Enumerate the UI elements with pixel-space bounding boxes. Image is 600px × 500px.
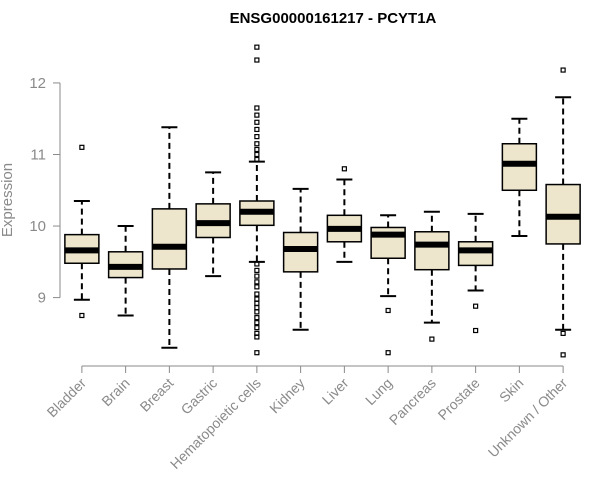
box-group [107,225,144,317]
x-tick-label: Brain [98,375,132,409]
outlier-point [254,334,260,340]
outlier-point [254,112,260,118]
outlier-point [254,305,260,311]
outlier-point [254,291,260,297]
outlier-point [254,146,260,153]
x-tick-label: Gastric [178,375,221,418]
x-tick-label: Breast [137,375,177,415]
outlier-point [254,119,260,125]
box-group [501,117,538,238]
plot-area [64,44,581,358]
outlier-point [429,336,435,342]
iqr-box [282,231,319,273]
outlier-point [79,144,85,150]
outlier-point [254,296,260,302]
outlier-point [254,156,260,163]
outlier-point [254,309,260,315]
box-group [545,67,581,358]
outlier-point [254,57,260,63]
outlier-point [254,134,260,140]
iqr-box [457,241,494,267]
x-tick-label: Liver [319,375,352,408]
outlier-point [473,303,479,309]
box-group [326,166,363,263]
box-group [370,214,406,356]
outlier-point [254,279,260,285]
y-axis-label: Expression [0,163,16,237]
outlier-point [254,350,260,356]
y-tick-label: 11 [30,146,46,163]
outlier-point [385,350,391,356]
x-tick-label: Prostate [435,375,483,423]
outlier-point [254,320,260,326]
x-tick-label: Lung [362,375,395,408]
outlier-point [254,151,260,158]
iqr-box [151,208,188,270]
outlier-point [560,67,566,73]
iqr-box [414,231,450,271]
outlier-point [254,105,260,111]
box-group [239,44,275,356]
x-tick-label: Bladder [44,375,90,421]
box-group [195,171,231,278]
box-group [64,144,100,319]
iqr-box [501,143,538,192]
outlier-point [560,352,566,358]
box-group [151,126,188,349]
outlier-point [254,300,260,306]
outlier-point [254,44,260,50]
outlier-point [560,330,566,336]
box-group [457,212,494,334]
y-axis: 9 10 11 12 [29,75,61,307]
x-tick-label: Pancreas [386,375,439,428]
x-tick-label: Unknown / Other [485,375,571,461]
box-group [414,210,450,342]
x-tick-label: Skin [496,375,527,406]
outlier-point [254,284,260,290]
outlier-point [254,273,260,279]
outlier-point [79,312,85,319]
y-tick-label: 10 [29,218,46,235]
y-tick-label: 12 [29,75,46,92]
outlier-point [254,126,260,133]
outlier-point [341,166,347,172]
outlier-point [473,327,479,334]
y-tick-label: 9 [38,290,46,307]
outlier-point [254,315,260,321]
outlier-point [385,307,391,314]
x-tick-label: Kidney [266,375,308,417]
outlier-point [254,261,260,267]
outlier-point [254,141,260,147]
outlier-point [254,267,260,274]
outlier-point [254,325,260,331]
chart-title: ENSG00000161217 - PCYT1A [230,10,437,27]
box-group [282,187,319,331]
